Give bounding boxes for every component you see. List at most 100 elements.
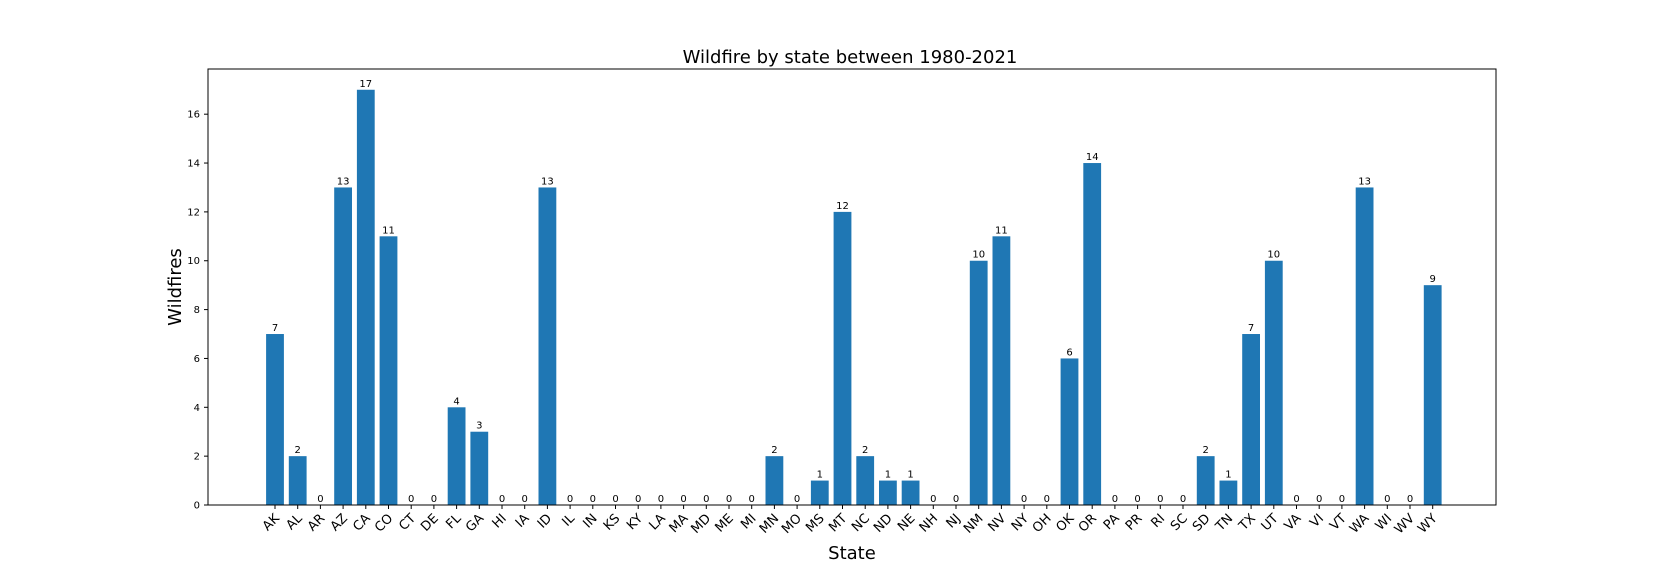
data-label-co: 11 xyxy=(382,225,395,236)
data-label-nc: 2 xyxy=(862,445,868,456)
y-tick-label-10: 10 xyxy=(187,256,200,267)
bar-ga xyxy=(470,431,489,505)
data-label-ky: 0 xyxy=(635,494,641,505)
data-label-or: 14 xyxy=(1086,152,1099,163)
data-label-ks: 0 xyxy=(612,494,618,505)
y-tick-label-2: 2 xyxy=(194,452,200,463)
data-label-de: 0 xyxy=(431,494,437,505)
x-tick-label-oh: OH xyxy=(1030,511,1055,536)
data-label-wa: 13 xyxy=(1358,176,1371,187)
x-tick-label-in: IN xyxy=(580,511,600,531)
data-label-nj: 0 xyxy=(953,494,959,505)
data-label-ri: 0 xyxy=(1157,494,1163,505)
data-label-ct: 0 xyxy=(408,494,414,505)
bar-mn xyxy=(765,456,784,505)
x-tick-label-ny: NY xyxy=(1009,511,1032,534)
bar-co xyxy=(379,236,398,505)
data-label-nv: 11 xyxy=(995,225,1008,236)
bar-nc xyxy=(856,456,875,505)
x-axis-title: State xyxy=(828,543,876,564)
bar-al xyxy=(288,456,307,505)
data-label-mn: 2 xyxy=(771,445,777,456)
data-label-me: 0 xyxy=(726,494,732,505)
data-label-oh: 0 xyxy=(1044,494,1050,505)
x-tick-label-ga: GA xyxy=(463,511,487,535)
x-tick-label-tn: TN xyxy=(1212,511,1236,535)
bar-fl xyxy=(447,407,466,505)
bar-nv xyxy=(992,236,1011,505)
data-label-ia: 0 xyxy=(522,494,528,505)
x-tick-label-ct: CT xyxy=(396,511,419,534)
x-tick-label-hi: HI xyxy=(490,511,510,531)
x-tick-label-ok: OK xyxy=(1053,511,1077,535)
data-label-ga: 3 xyxy=(476,421,482,432)
x-tick-label-ak: AK xyxy=(260,511,283,534)
data-label-mi: 0 xyxy=(749,494,755,505)
data-label-in: 0 xyxy=(590,494,596,505)
x-tick-label-wa: WA xyxy=(1347,511,1373,537)
bar-tx xyxy=(1242,334,1260,505)
x-tick-label-ma: MA xyxy=(667,511,692,536)
bar-ne xyxy=(901,480,920,505)
bar-id xyxy=(538,187,557,505)
data-label-nh: 0 xyxy=(930,494,936,505)
data-label-sc: 0 xyxy=(1180,494,1186,505)
data-label-nm: 10 xyxy=(972,250,985,261)
x-tick-label-az: AZ xyxy=(328,511,351,534)
bar-nm xyxy=(969,260,988,505)
x-tick-label-or: OR xyxy=(1076,511,1100,535)
bar-or xyxy=(1083,163,1102,506)
x-tick-label-de: DE xyxy=(418,511,442,535)
data-label-az: 13 xyxy=(337,176,350,187)
data-label-id: 13 xyxy=(541,176,554,187)
x-tick-label-mn: MN xyxy=(757,511,782,536)
x-tick-label-ar: AR xyxy=(305,511,328,534)
chart-title: Wildfire by state between 1980-2021 xyxy=(683,47,1018,68)
bar-ca xyxy=(356,89,375,505)
x-tick-label-sd: SD xyxy=(1190,511,1214,535)
x-tick-label-vi: VI xyxy=(1307,511,1327,531)
x-tick-label-la: LA xyxy=(646,511,668,533)
bar-ak xyxy=(266,334,284,505)
data-label-ok: 6 xyxy=(1066,347,1072,358)
x-tick-label-pr: PR xyxy=(1123,511,1146,534)
x-tick-label-ia: IA xyxy=(513,511,533,531)
x-tick-label-pa: PA xyxy=(1101,511,1123,533)
y-tick-label-4: 4 xyxy=(194,403,200,414)
x-tick-label-co: CO xyxy=(372,511,396,535)
data-label-md: 0 xyxy=(703,494,709,505)
data-label-tx: 7 xyxy=(1248,323,1254,334)
data-label-il: 0 xyxy=(567,494,573,505)
data-label-pa: 0 xyxy=(1112,494,1118,505)
bar-wa xyxy=(1355,187,1374,505)
data-label-al: 2 xyxy=(295,445,301,456)
x-tick-label-nj: NJ xyxy=(944,511,964,531)
x-tick-label-ca: CA xyxy=(350,511,373,534)
x-tick-label-va: VA xyxy=(1282,511,1305,534)
x-tick-label-ri: RI xyxy=(1148,511,1168,531)
data-label-pr: 0 xyxy=(1134,494,1140,505)
data-label-ca: 17 xyxy=(359,79,372,90)
x-tick-label-nh: NH xyxy=(917,511,941,535)
x-tick-label-nd: ND xyxy=(871,511,896,536)
bar-mt xyxy=(833,211,852,505)
bar-wy xyxy=(1423,285,1442,505)
bars-group xyxy=(266,89,1442,506)
data-label-ny: 0 xyxy=(1021,494,1027,505)
data-label-sd: 2 xyxy=(1203,445,1209,456)
y-axis-title: Wildfires xyxy=(165,248,186,326)
data-label-ut: 10 xyxy=(1267,250,1280,261)
bar-ok xyxy=(1060,358,1079,505)
bar-tn xyxy=(1219,480,1238,505)
x-tick-label-mi: MI xyxy=(738,511,759,532)
data-label-ma: 0 xyxy=(680,494,686,505)
y-tick-label-14: 14 xyxy=(187,159,200,170)
x-tick-label-wy: WY xyxy=(1415,511,1440,536)
x-tick-label-nm: NM xyxy=(961,511,986,536)
data-label-hi: 0 xyxy=(499,494,505,505)
y-tick-label-0: 0 xyxy=(194,501,200,512)
